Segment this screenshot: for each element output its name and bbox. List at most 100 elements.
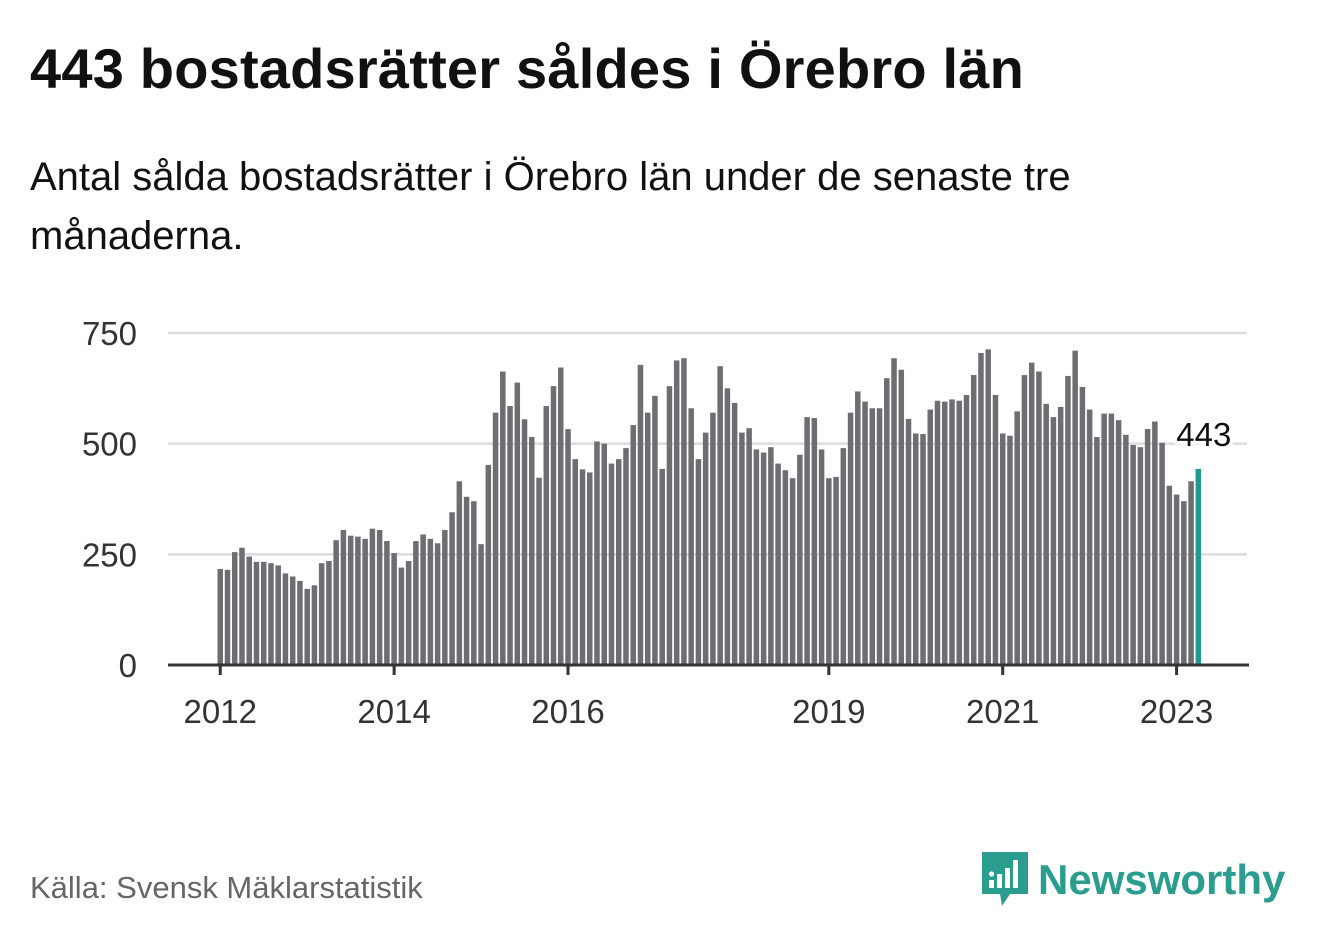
bar: [1050, 417, 1057, 665]
bar: [536, 477, 542, 665]
bar: [608, 463, 615, 665]
page-subtitle: Antal sålda bostadsrätter i Örebro län u…: [30, 155, 1071, 258]
bar: [1079, 387, 1086, 665]
bar: [847, 412, 854, 665]
bar: [862, 401, 868, 665]
bar: [1014, 411, 1020, 665]
bar: [644, 412, 651, 665]
bar: [739, 432, 745, 665]
bar: [376, 529, 383, 665]
bar: [1166, 485, 1173, 665]
bar: [724, 388, 731, 665]
bar: [913, 433, 919, 665]
bar: [355, 536, 361, 665]
bar: [413, 541, 419, 665]
bar: [492, 412, 499, 665]
x-tick-label: 2021: [966, 693, 1039, 730]
bar: [1108, 413, 1115, 665]
bar: [514, 382, 521, 665]
bar: [326, 560, 332, 665]
bar: [811, 417, 818, 665]
bar: [231, 552, 238, 665]
axes: [168, 663, 1249, 675]
bar: [1152, 421, 1158, 665]
newsworthy-logo-icon: [982, 852, 1028, 906]
bar: [282, 573, 289, 665]
bar: [456, 481, 463, 665]
source-note: Källa: Svensk Mäklarstatistik: [30, 870, 423, 905]
bar: [1057, 406, 1064, 665]
highlight-value-label: 443: [1176, 416, 1231, 453]
bar: [521, 419, 528, 665]
bar: [898, 369, 905, 665]
bar: [1028, 362, 1035, 665]
bar: [891, 358, 897, 665]
bar: [1159, 442, 1165, 665]
bar: [1123, 434, 1129, 665]
bar: [384, 541, 390, 665]
bar: [333, 540, 339, 665]
bar: [253, 561, 260, 665]
bar: [1007, 435, 1013, 665]
bar: [999, 433, 1006, 665]
bar: [550, 386, 557, 665]
bar: [260, 561, 267, 665]
bar: [768, 447, 774, 665]
bar: [558, 367, 564, 665]
bar: [311, 585, 318, 665]
bar: [992, 394, 999, 665]
bar: [1173, 494, 1180, 665]
bar: [1043, 403, 1049, 665]
bar: [963, 394, 970, 665]
bar: [1144, 429, 1151, 665]
brand-logo[interactable]: Newsworthy: [980, 850, 1285, 910]
bar: [905, 418, 912, 665]
bar: [347, 535, 354, 665]
bar: [420, 534, 426, 665]
bar: [449, 512, 455, 665]
bar: [594, 441, 600, 665]
bar: [1086, 409, 1093, 665]
bar: [565, 429, 571, 665]
bar: [934, 400, 941, 665]
bar: [956, 400, 962, 665]
bar: [1065, 375, 1071, 665]
bar: [637, 364, 644, 665]
bar: [681, 358, 687, 665]
bar: [746, 428, 752, 665]
bar: [673, 360, 680, 665]
bar: [471, 501, 477, 665]
bar: [970, 375, 977, 665]
bar: [586, 472, 593, 665]
bar: [702, 432, 709, 665]
bar: [876, 408, 883, 665]
y-tick-label: 750: [82, 315, 137, 352]
bar: [369, 528, 376, 665]
bar: [224, 569, 231, 665]
bar: [833, 476, 839, 665]
bar: [710, 412, 716, 665]
bar: [579, 469, 586, 665]
bar: [268, 563, 274, 665]
bar: [666, 386, 673, 665]
bar: [695, 459, 702, 665]
bar: [601, 443, 607, 665]
bar: [615, 459, 622, 665]
bar: [318, 563, 325, 665]
bars: [217, 349, 1202, 665]
bar: [304, 588, 310, 665]
page-title: 443 bostadsrätter såldes i Örebro län: [30, 37, 1025, 100]
bar: [985, 349, 991, 665]
bar: [920, 433, 926, 665]
bar: [717, 366, 723, 665]
bar: [753, 449, 760, 665]
bar: [1130, 444, 1136, 665]
bar: [840, 448, 847, 665]
bar: [463, 496, 470, 665]
bar: [289, 576, 296, 665]
bar: [1021, 375, 1028, 665]
bar: [500, 371, 506, 665]
bar: [239, 547, 245, 665]
bar: [572, 459, 579, 665]
bar: [434, 543, 441, 665]
